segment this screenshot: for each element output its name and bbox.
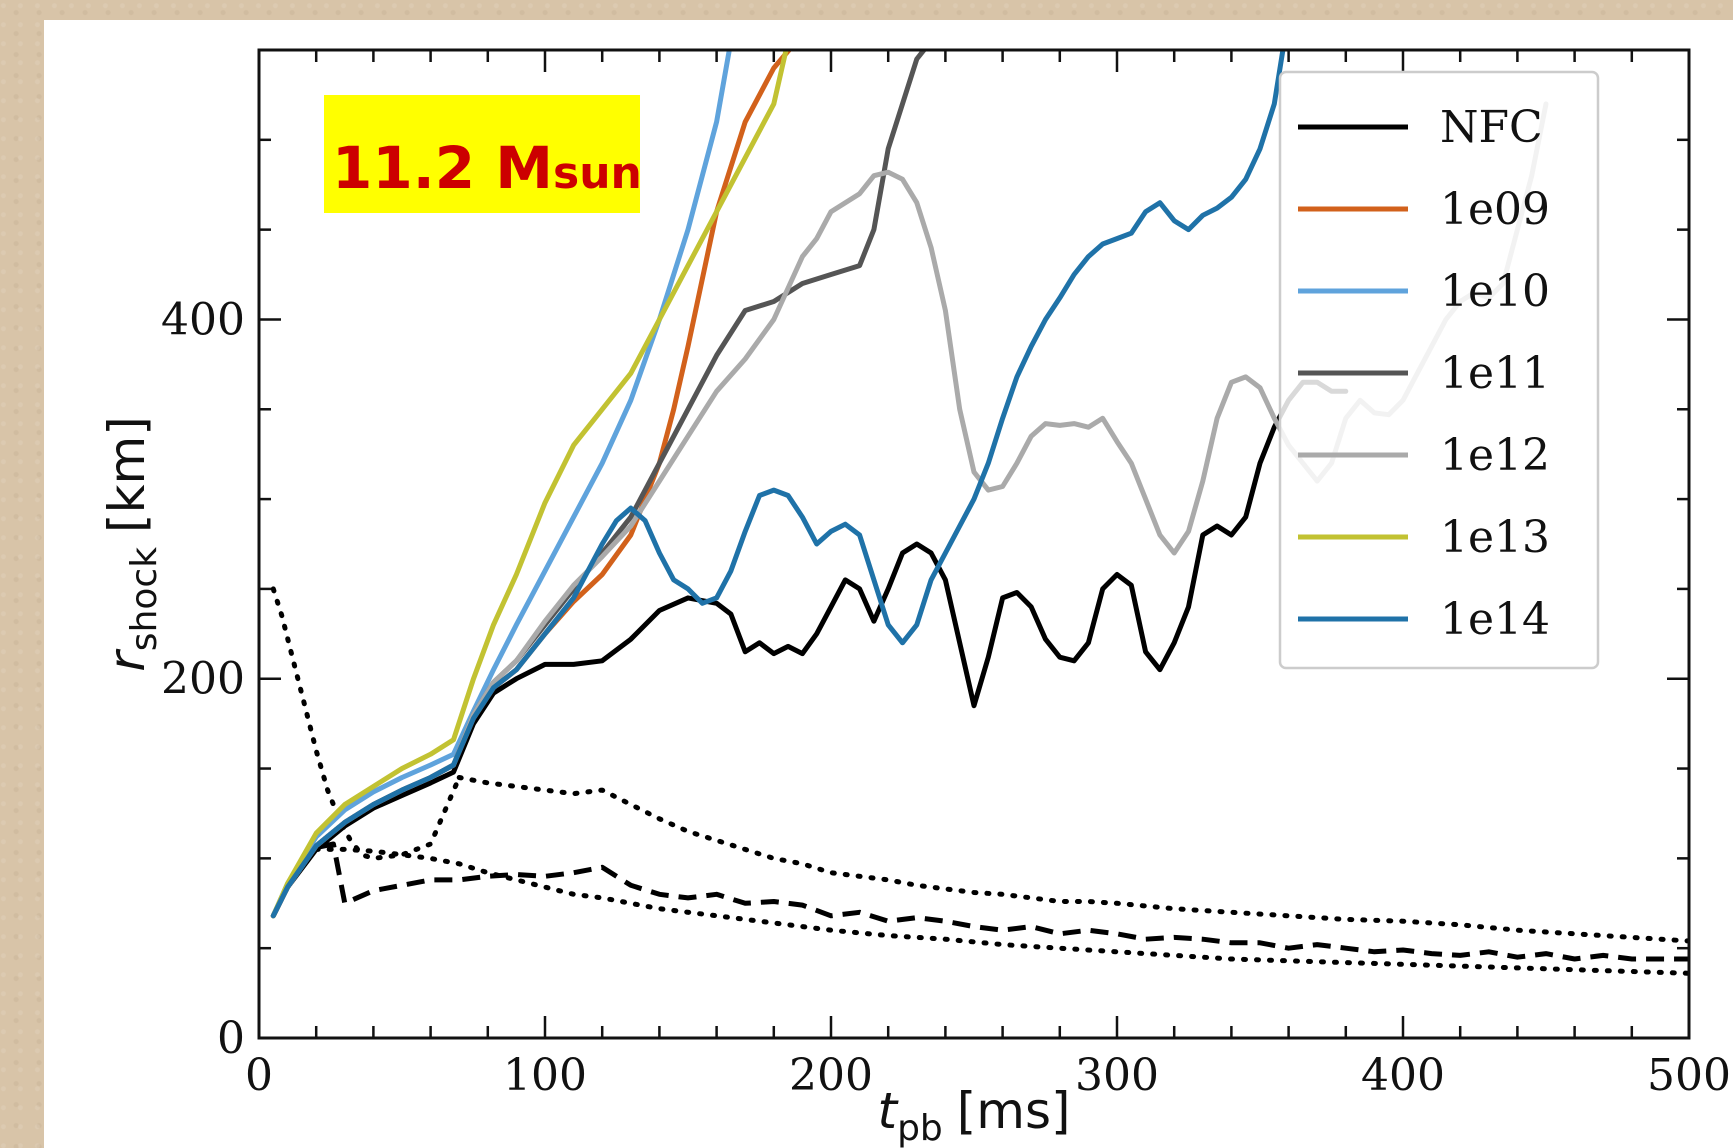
mass-annotation-sub: sun xyxy=(553,148,642,199)
x-tick-label-500: 500 xyxy=(1647,1050,1731,1101)
series-line-1e14 xyxy=(270,50,1286,919)
shock-radius-chart: 11.2 Msun 0 100 200 300 400 500 0 200 400 NFC 1e0… xyxy=(98,48,1731,1148)
legend-label-1e14: 1e14 xyxy=(1440,594,1550,645)
series-line-dashed-7 xyxy=(271,841,1689,962)
x-tick-label-400: 400 xyxy=(1361,1050,1445,1101)
y-axis-unit: [km] xyxy=(98,416,156,533)
figure: 11.2 Msun 0 100 200 300 400 500 0 200 400 NFC 1e0… xyxy=(44,20,1733,1148)
plot-frame xyxy=(257,48,1691,1040)
mass-annotation-main: 11.2 M xyxy=(332,134,553,202)
tick-layer: 0 100 200 300 400 500 0 200 400 xyxy=(161,48,1731,1101)
y-axis-subscript: shock xyxy=(124,547,165,651)
y-tick-label-400: 400 xyxy=(161,294,245,345)
series-line-dotted-9 xyxy=(456,775,1689,944)
x-tick-label-300: 300 xyxy=(1075,1050,1159,1101)
mass-annotation-label: 11.2 Msun xyxy=(332,134,642,202)
y-axis-label: rshock [km] xyxy=(98,416,165,672)
x-tick-label-100: 100 xyxy=(503,1050,587,1101)
x-axis-subscript: pb xyxy=(897,1108,943,1148)
legend-label-1e11: 1e11 xyxy=(1440,348,1550,399)
x-axis-unit: [ms] xyxy=(957,1082,1071,1140)
legend-label-1e13: 1e13 xyxy=(1440,512,1550,563)
x-tick-label-0: 0 xyxy=(245,1050,273,1101)
legend: NFC 1e09 1e10 1e11 1e12 1e13 1e14 xyxy=(1278,70,1600,670)
y-tick-label-200: 200 xyxy=(161,654,245,705)
legend-label-1e10: 1e10 xyxy=(1440,266,1550,317)
mass-annotation-box xyxy=(324,95,640,213)
legend-box xyxy=(1278,70,1600,670)
x-tick-label-200: 200 xyxy=(789,1050,873,1101)
legend-label-1e09: 1e09 xyxy=(1440,184,1550,235)
x-axis-label: tpb [ms] xyxy=(877,1082,1070,1148)
legend-label-nfc: NFC xyxy=(1440,102,1543,153)
series-layer xyxy=(270,50,1689,976)
series-group xyxy=(270,50,1689,976)
legend-label-1e12: 1e12 xyxy=(1440,430,1550,481)
series-line-nfc xyxy=(270,379,1349,919)
y-axis-symbol: r xyxy=(98,648,156,672)
x-axis-symbol: t xyxy=(877,1082,899,1140)
series-line-1e13 xyxy=(270,50,789,919)
series-line-dotted-8 xyxy=(270,586,462,861)
y-tick-label-0: 0 xyxy=(217,1013,245,1064)
series-line-dotted-10 xyxy=(313,846,1689,976)
